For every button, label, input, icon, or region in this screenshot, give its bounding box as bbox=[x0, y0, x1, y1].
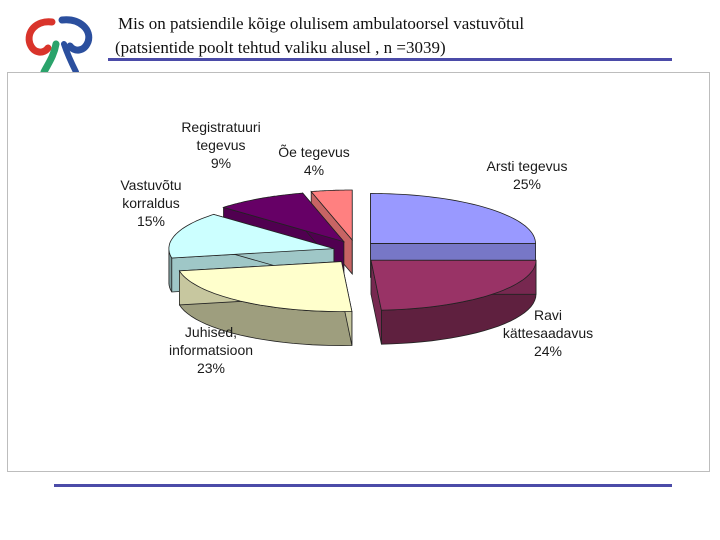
slice-name-line: Juhised, bbox=[185, 324, 237, 340]
slice-name-line: Vastuvõtu bbox=[120, 177, 181, 193]
slice-name-line: Õe tegevus bbox=[278, 144, 350, 160]
footer-rule bbox=[54, 484, 672, 487]
slice-label-3: Vastuvõtu korraldus 15% bbox=[120, 177, 181, 229]
slice-name-line: informatsioon bbox=[169, 342, 253, 358]
slice-value-label: 24% bbox=[534, 343, 562, 359]
slice-name-line: Ravi bbox=[534, 307, 562, 323]
pie-slice-1 bbox=[370, 259, 537, 345]
slice-label-0: Arsti tegevus 25% bbox=[487, 158, 568, 192]
slice-name-line: Arsti tegevus bbox=[487, 158, 568, 174]
slice-label-4: Registratuuri tegevus 9% bbox=[181, 119, 260, 171]
slice-value-label: 23% bbox=[197, 360, 225, 376]
slice-name-line: kättesaadavus bbox=[503, 325, 593, 341]
chart-frame bbox=[7, 72, 710, 472]
slice-name-line: Registratuuri bbox=[181, 119, 260, 135]
slice-value-label: 9% bbox=[211, 155, 231, 171]
slice-label-1: Ravi kättesaadavus 24% bbox=[503, 307, 593, 359]
slice-label-5: Õe tegevus 4% bbox=[278, 144, 350, 178]
slice-value-label: 4% bbox=[304, 162, 324, 178]
logo bbox=[25, 16, 93, 76]
title-rule bbox=[108, 58, 672, 61]
slice-label-2: Juhised, informatsioon 23% bbox=[169, 324, 253, 376]
slice-value-label: 25% bbox=[513, 176, 541, 192]
page-subtitle: (patsientide poolt tehtud valiku alusel … bbox=[115, 38, 446, 57]
pie-slice-2 bbox=[178, 261, 353, 347]
slice-name-line: tegevus bbox=[196, 137, 245, 153]
slice-value-label: 15% bbox=[137, 213, 165, 229]
page-title: Mis on patsiendile kõige olulisem ambula… bbox=[118, 14, 525, 33]
slice-name-line: korraldus bbox=[122, 195, 180, 211]
